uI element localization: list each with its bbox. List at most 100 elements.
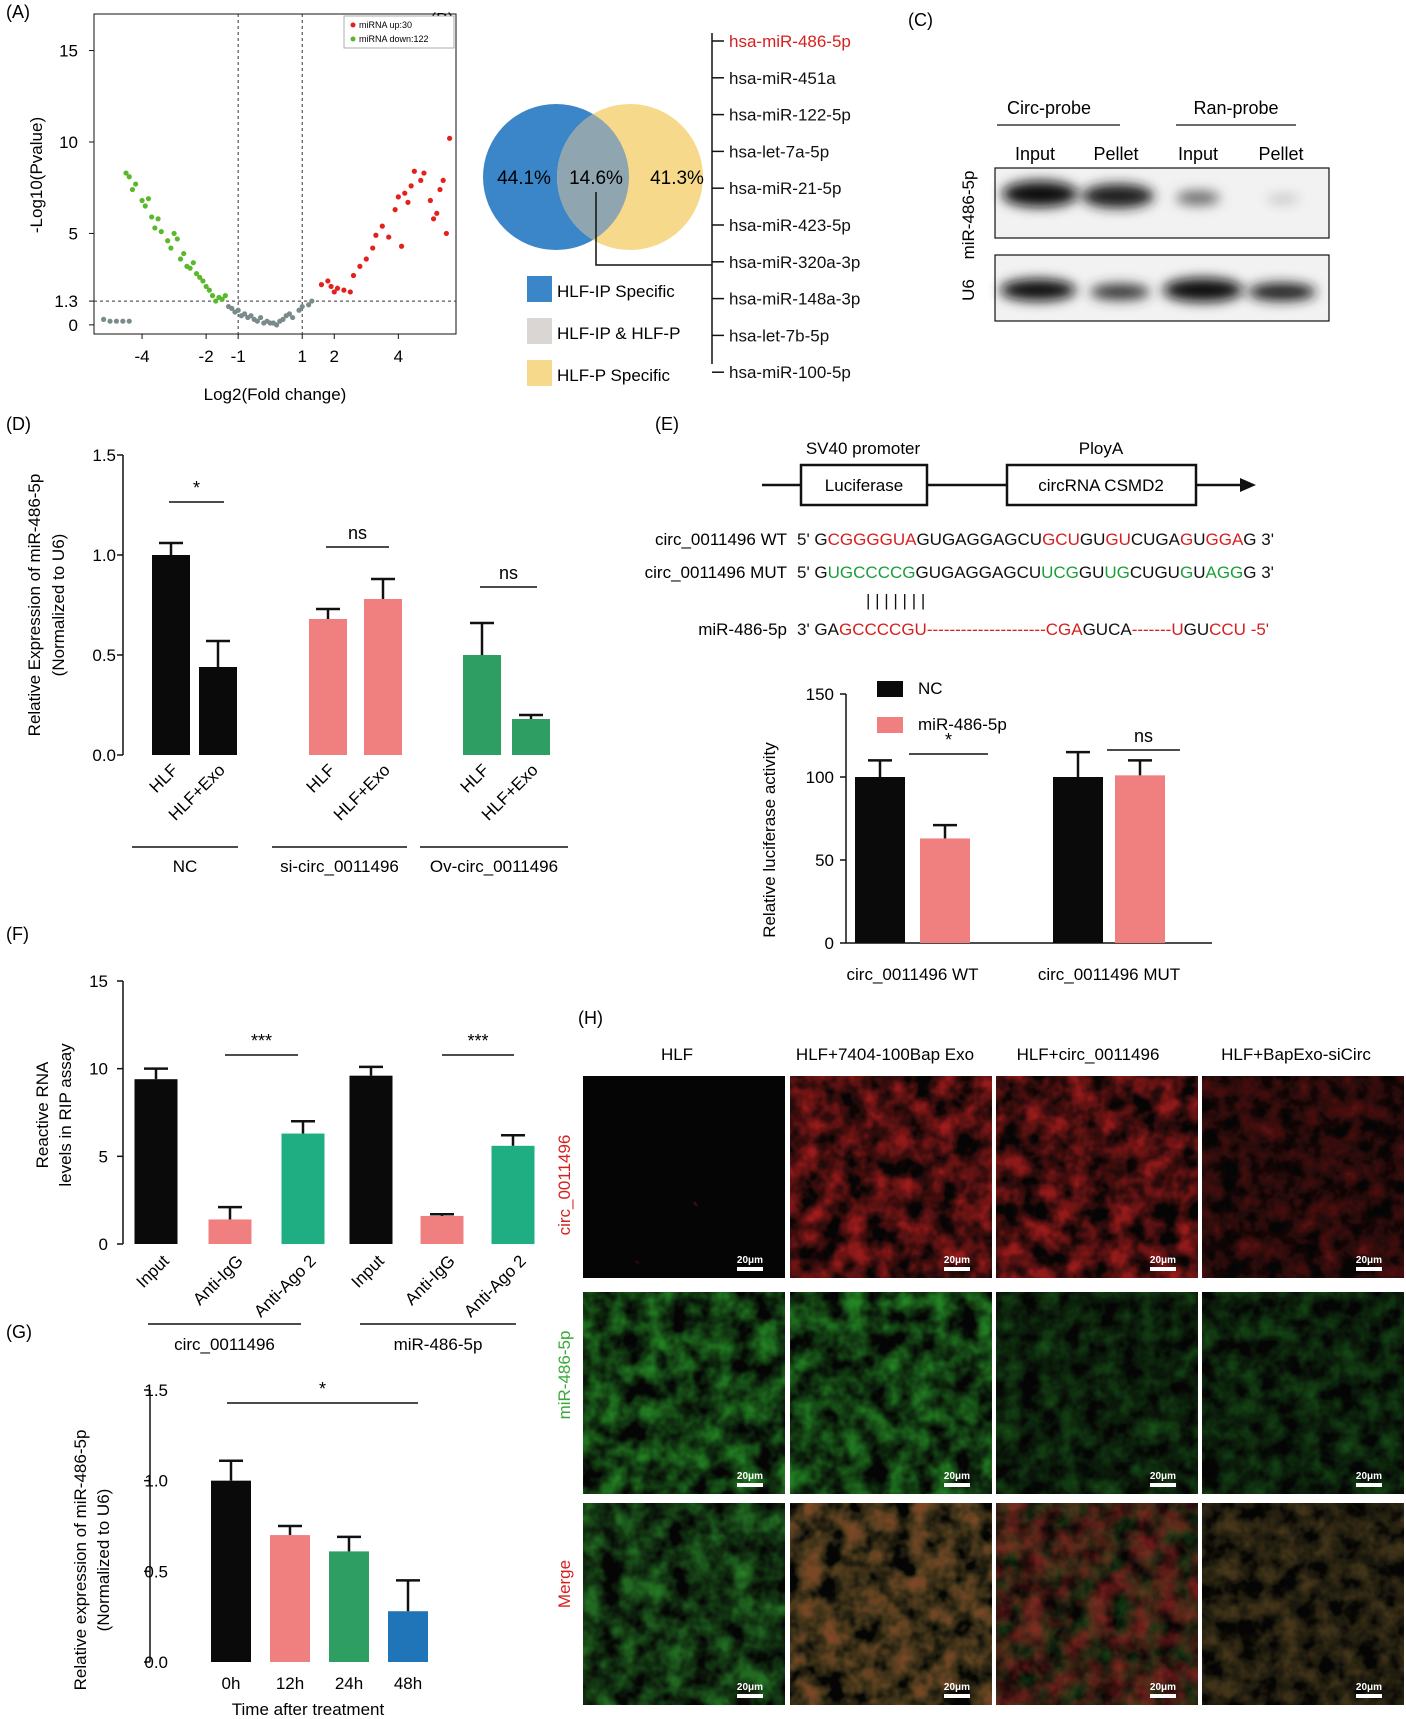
blot-group-circ: Circ-probe bbox=[1007, 98, 1091, 118]
h-scale-label: 20μm bbox=[1356, 1682, 1382, 1693]
ytick-label-1: 1.3 bbox=[54, 292, 78, 311]
volcano-point-green-19 bbox=[190, 260, 196, 266]
h-tile-0-0: 20μm bbox=[583, 1076, 785, 1278]
volcano-point-green-2 bbox=[129, 186, 136, 193]
d-xlabel-4: HLF bbox=[457, 760, 493, 796]
f-sig-1-label: *** bbox=[467, 1031, 488, 1051]
h-tile-0-1: 20μm bbox=[790, 1076, 992, 1278]
g-ylabel: Relative expression of miR-486-5p (Normal… bbox=[71, 1430, 113, 1691]
g-bar-2 bbox=[329, 1551, 369, 1662]
volcano-point-red-6 bbox=[347, 289, 353, 295]
d-bar-2 bbox=[309, 619, 347, 755]
e-legend-label-1: miR-486-5p bbox=[918, 715, 1007, 734]
g-ylabel-line2: (Normalized to U6) bbox=[94, 1489, 113, 1632]
seq-seg-1-6: CUGU bbox=[1130, 563, 1180, 582]
g-ylabel-line1: Relative expression of miR-486-5p bbox=[71, 1430, 90, 1691]
h-scale-bar bbox=[737, 1694, 763, 1698]
e-xlabel-0: circ_0011496 WT bbox=[847, 965, 979, 984]
volcano-point-red-26 bbox=[443, 230, 449, 237]
h-tile-red-layer bbox=[1202, 1503, 1404, 1705]
venn-legend-swatch-0 bbox=[527, 276, 552, 302]
circ-box-text: circRNA CSMD2 bbox=[1038, 476, 1164, 495]
h-tile-1-1: 20μm bbox=[790, 1292, 992, 1494]
h-tile-signal bbox=[790, 1076, 992, 1278]
f-xlabel-2: Anti-Ago 2 bbox=[250, 1251, 320, 1321]
h-tile-2-1: 20μm bbox=[790, 1503, 992, 1705]
volcano-point-gray-15 bbox=[257, 314, 264, 321]
f-ytick-label-2: 10 bbox=[89, 1060, 108, 1079]
circ-box bbox=[1005, 463, 1198, 507]
legend-up-dot bbox=[350, 22, 356, 28]
f-xlabel-0: Input bbox=[133, 1251, 173, 1291]
panel-label-f: (F) bbox=[6, 924, 29, 944]
volcano-point-green-21 bbox=[197, 274, 203, 280]
seq-seg-1-3: UCG bbox=[1041, 563, 1079, 582]
h-tile-2-0: 20μm bbox=[583, 1503, 785, 1705]
volcano-point-gray-20 bbox=[274, 322, 280, 328]
f-ylabel: Reactive RNA levels in RIP assay bbox=[33, 1043, 75, 1187]
venn-legend-label-0: HLF-IP Specific bbox=[557, 282, 675, 301]
seq-seg-2-6: U bbox=[1171, 620, 1183, 639]
d-xlabel-2: HLF bbox=[303, 760, 339, 796]
luciferase-construct: SV40 promoter PloyA Luciferase circRNA C… bbox=[645, 439, 1274, 639]
f-bar-2 bbox=[281, 1133, 325, 1244]
volcano-point-green-4 bbox=[139, 197, 145, 204]
seq-seg-1-2: GUGAGGAGCU bbox=[916, 563, 1042, 582]
mirna-item-2: hsa-miR-122-5p bbox=[729, 106, 851, 125]
volcano-point-green-16 bbox=[181, 250, 187, 257]
f-xlabel-1: Anti-IgG bbox=[189, 1251, 247, 1309]
d-ytick-label-0: 0.0 bbox=[92, 746, 116, 765]
mirna-item-3: hsa-let-7a-5p bbox=[729, 142, 829, 161]
f-ylabel-line2: levels in RIP assay bbox=[56, 1043, 75, 1187]
h-col-header-1: HLF+7404-100Bap Exo bbox=[796, 1045, 974, 1064]
band-top-1 bbox=[1002, 181, 1078, 207]
seq-seg-2-0: 3' GA bbox=[797, 620, 840, 639]
h-scale-label: 20μm bbox=[944, 1471, 970, 1482]
volcano-ylabel: -Log10(Pvalue) bbox=[27, 117, 46, 233]
volcano-point-red-23 bbox=[434, 210, 440, 216]
g-xlabel-2: 24h bbox=[335, 1674, 363, 1693]
f-ytick-label-1: 5 bbox=[99, 1147, 108, 1166]
venn-right-pct: 41.3% bbox=[650, 168, 704, 189]
volcano-point-red-20 bbox=[421, 170, 427, 176]
g-bar-0 bbox=[211, 1480, 251, 1662]
volcano-frame bbox=[93, 13, 457, 335]
d-sig-1-label: ns bbox=[348, 523, 367, 543]
e-sig-1-label: ns bbox=[1134, 726, 1153, 746]
seq-seg-0-1: CGGGGUA bbox=[828, 530, 917, 549]
g-sig-0-label: * bbox=[319, 1379, 326, 1399]
volcano-point-red-25 bbox=[440, 177, 446, 183]
f-ytick-label-0: 0 bbox=[99, 1235, 108, 1254]
g-xlabel-1: 12h bbox=[276, 1674, 304, 1693]
mirna-item-7: hsa-miR-148a-3p bbox=[729, 290, 860, 309]
volcano-point-green-22 bbox=[200, 278, 206, 284]
f-group-label-0: circ_0011496 bbox=[174, 1335, 275, 1354]
venn-legend-label-2: HLF-P Specific bbox=[557, 366, 671, 385]
h-scale-label: 20μm bbox=[737, 1682, 763, 1693]
h-tile-0-3: 20μm bbox=[1202, 1076, 1404, 1278]
panel-label-d: (D) bbox=[6, 414, 31, 434]
seq-label-2: miR-486-5p bbox=[698, 620, 787, 639]
band-top-4 bbox=[1267, 195, 1299, 203]
h-scale-bar bbox=[944, 1483, 970, 1487]
luciferase-text: Luciferase bbox=[825, 476, 903, 495]
seq-seg-1-0: 5' G bbox=[797, 563, 828, 582]
d-group-label-1: si-circ_0011496 bbox=[280, 857, 399, 876]
ytick-label-0: 0 bbox=[69, 316, 78, 335]
volcano-point-red-16 bbox=[402, 190, 408, 196]
panel-label-c: (C) bbox=[908, 10, 933, 30]
legend-down-label: miRNA down:122 bbox=[359, 34, 429, 44]
g-ytick-label-3: 1.5 bbox=[144, 1381, 168, 1400]
seq-seg-2-3: CGA bbox=[1046, 620, 1084, 639]
h-tile-signal bbox=[996, 1292, 1198, 1494]
blot-lane-4: Pellet bbox=[1258, 144, 1303, 164]
d-xlabel-0: HLF bbox=[146, 760, 182, 796]
seq-seg-0-8: U bbox=[1193, 530, 1205, 549]
volcano-point-gray-27 bbox=[299, 303, 305, 310]
xtick-label-0: -4 bbox=[134, 347, 149, 366]
d-xlabel-3: HLF+Exo bbox=[330, 760, 394, 824]
xtick-label-1: -2 bbox=[199, 347, 214, 366]
volcano-point-gray-28 bbox=[306, 302, 312, 308]
h-scale-label: 20μm bbox=[1356, 1255, 1382, 1266]
volcano-point-red-29 bbox=[398, 243, 405, 249]
